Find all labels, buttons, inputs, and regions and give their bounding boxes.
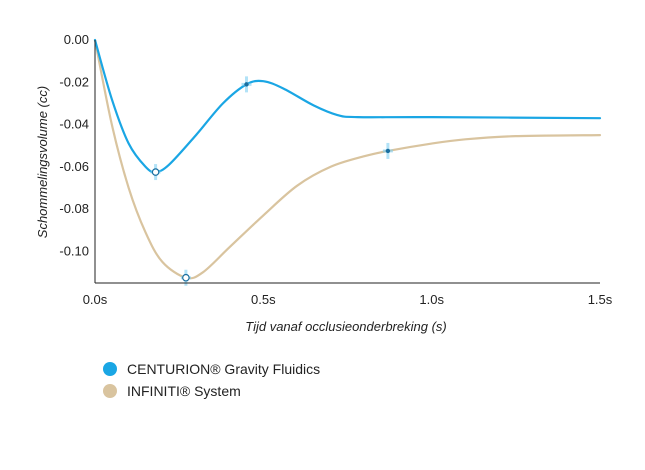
series-1-marker: [382, 142, 393, 159]
series-0-marker: [241, 76, 252, 93]
legend-item-centurion: CENTURION® Gravity Fluidics: [103, 358, 320, 380]
legend-swatch-centurion: [103, 362, 117, 376]
series-0-marker: [150, 164, 161, 181]
x-tick-label: 0.5s: [251, 292, 276, 307]
series-line-1: [93, 38, 602, 280]
y-tick-label: -0.04: [59, 117, 89, 132]
y-tick-label: -0.10: [59, 243, 89, 258]
y-tick-label: -0.06: [59, 159, 89, 174]
legend-label-infiniti: INFINITI® System: [127, 383, 241, 399]
x-tick-label: 1.5s: [588, 292, 613, 307]
line-chart: 0.00 -0.02 -0.04 -0.06 -0.08 -0.10 0.0s 0.5s 1.0…: [35, 32, 613, 334]
tick-labels: 0.00 -0.02 -0.04 -0.06 -0.08 -0.10 0.0s 0.5s 1.0…: [59, 32, 612, 307]
series-markers: [150, 76, 393, 286]
y-tick-label: 0.00: [64, 32, 89, 47]
legend-swatch-infiniti: [103, 384, 117, 398]
axes: [94, 40, 600, 284]
series-line-0: [93, 38, 602, 174]
legend-item-infiniti: INFINITI® System: [103, 380, 320, 402]
x-axis-title: Tijd vanaf occlusieonderbreking (s): [245, 319, 446, 334]
legend: CENTURION® Gravity Fluidics INFINITI® Sy…: [103, 358, 320, 402]
series-lines: [93, 38, 602, 280]
y-tick-label: -0.08: [59, 201, 89, 216]
x-tick-label: 1.0s: [419, 292, 444, 307]
legend-label-centurion: CENTURION® Gravity Fluidics: [127, 361, 321, 377]
y-tick-label: -0.02: [59, 74, 89, 89]
y-axis-title: Schommelingsvolume (cc): [35, 86, 50, 238]
x-tick-label: 0.0s: [83, 292, 108, 307]
